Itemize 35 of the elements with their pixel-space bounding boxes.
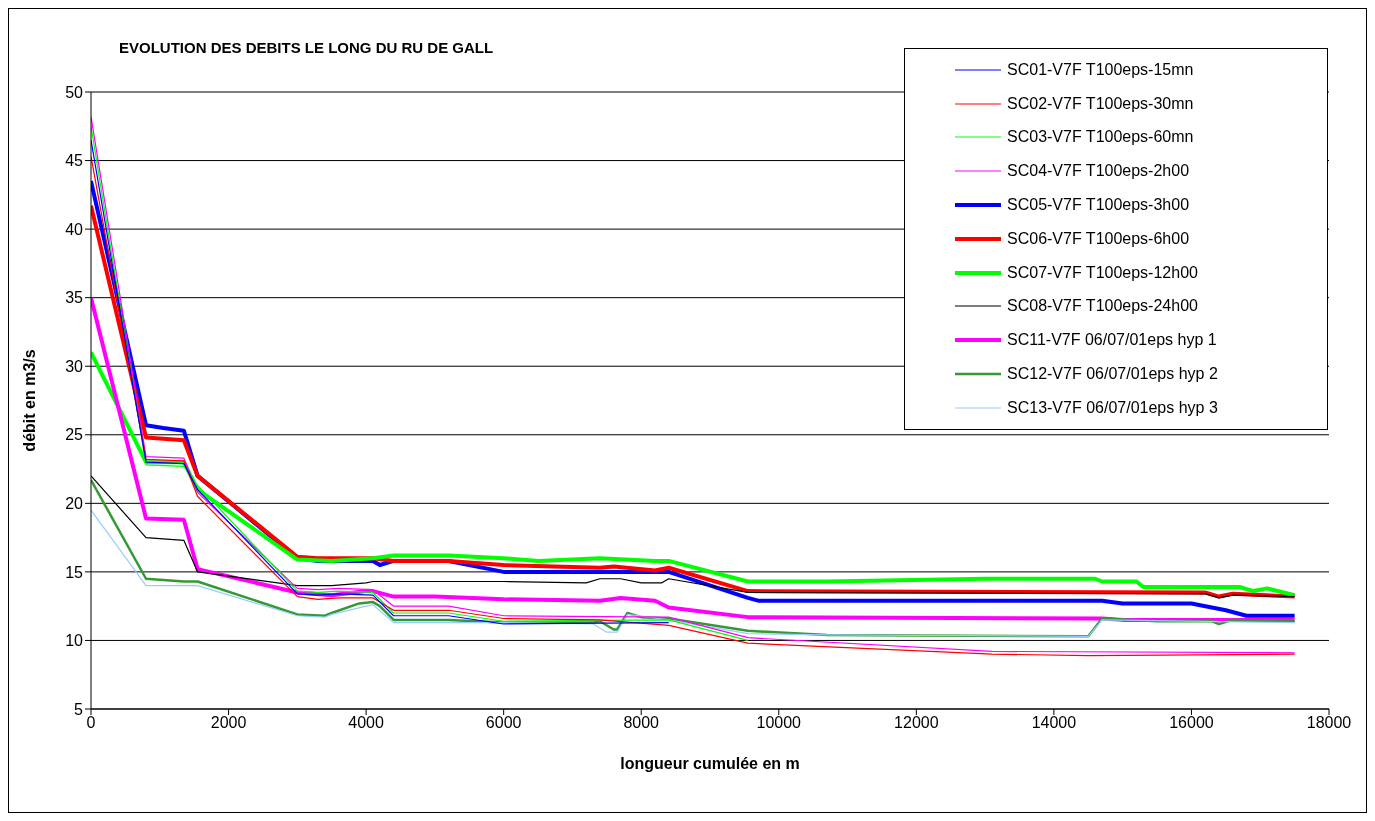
x-tick-label: 12000	[894, 714, 939, 732]
legend-label: SC12-V7F 06/07/01eps hyp 2	[1007, 365, 1218, 384]
x-tick-label: 2000	[210, 714, 247, 732]
x-tick-label: 18000	[1306, 714, 1352, 732]
chart-title: EVOLUTION DES DEBITS LE LONG DU RU DE GALL	[119, 39, 494, 56]
legend-label: SC04-V7F T100eps-2h00	[1007, 162, 1190, 181]
y-axis-title: débit en m3/s	[20, 349, 38, 452]
legend-label: SC02-V7F T100eps-30mn	[1007, 94, 1194, 113]
y-tick-label: 40	[65, 220, 84, 238]
legend-label: SC08-V7F T100eps-24h00	[1007, 297, 1198, 316]
y-tick-label: 20	[65, 495, 84, 513]
legend-label: SC01-V7F T100eps-15mn	[1007, 60, 1194, 79]
legend-label: SC13-V7F 06/07/01eps hyp 3	[1007, 398, 1218, 417]
legend-label: SC03-V7F T100eps-60mn	[1007, 128, 1194, 147]
legend-label: SC11-V7F 06/07/01eps hyp 1	[1007, 331, 1217, 350]
y-tick-label: 45	[65, 152, 84, 170]
x-tick-label: 0	[86, 714, 96, 732]
x-tick-label: 10000	[756, 714, 802, 732]
x-tick-label: 14000	[1031, 714, 1077, 732]
legend-label: SC05-V7F T100eps-3h00	[1007, 196, 1190, 215]
y-tick-label: 10	[65, 632, 84, 650]
y-tick-label: 50	[65, 83, 84, 101]
y-tick-label: 5	[74, 700, 84, 718]
legend-label: SC07-V7F T100eps-12h00	[1007, 263, 1198, 282]
x-tick-label: 6000	[485, 714, 522, 732]
legend-label: SC06-V7F T100eps-6h00	[1007, 229, 1190, 248]
y-tick-label: 30	[65, 357, 84, 375]
x-tick-label: 16000	[1169, 714, 1214, 732]
x-axis-title: longueur cumulée en m	[620, 755, 800, 772]
x-tick-label: 8000	[623, 714, 660, 732]
y-tick-label: 35	[65, 289, 84, 307]
x-tick-label: 4000	[348, 714, 385, 732]
line-series	[91, 509, 1296, 637]
y-tick-label: 25	[65, 426, 84, 444]
y-tick-label: 15	[65, 563, 84, 581]
